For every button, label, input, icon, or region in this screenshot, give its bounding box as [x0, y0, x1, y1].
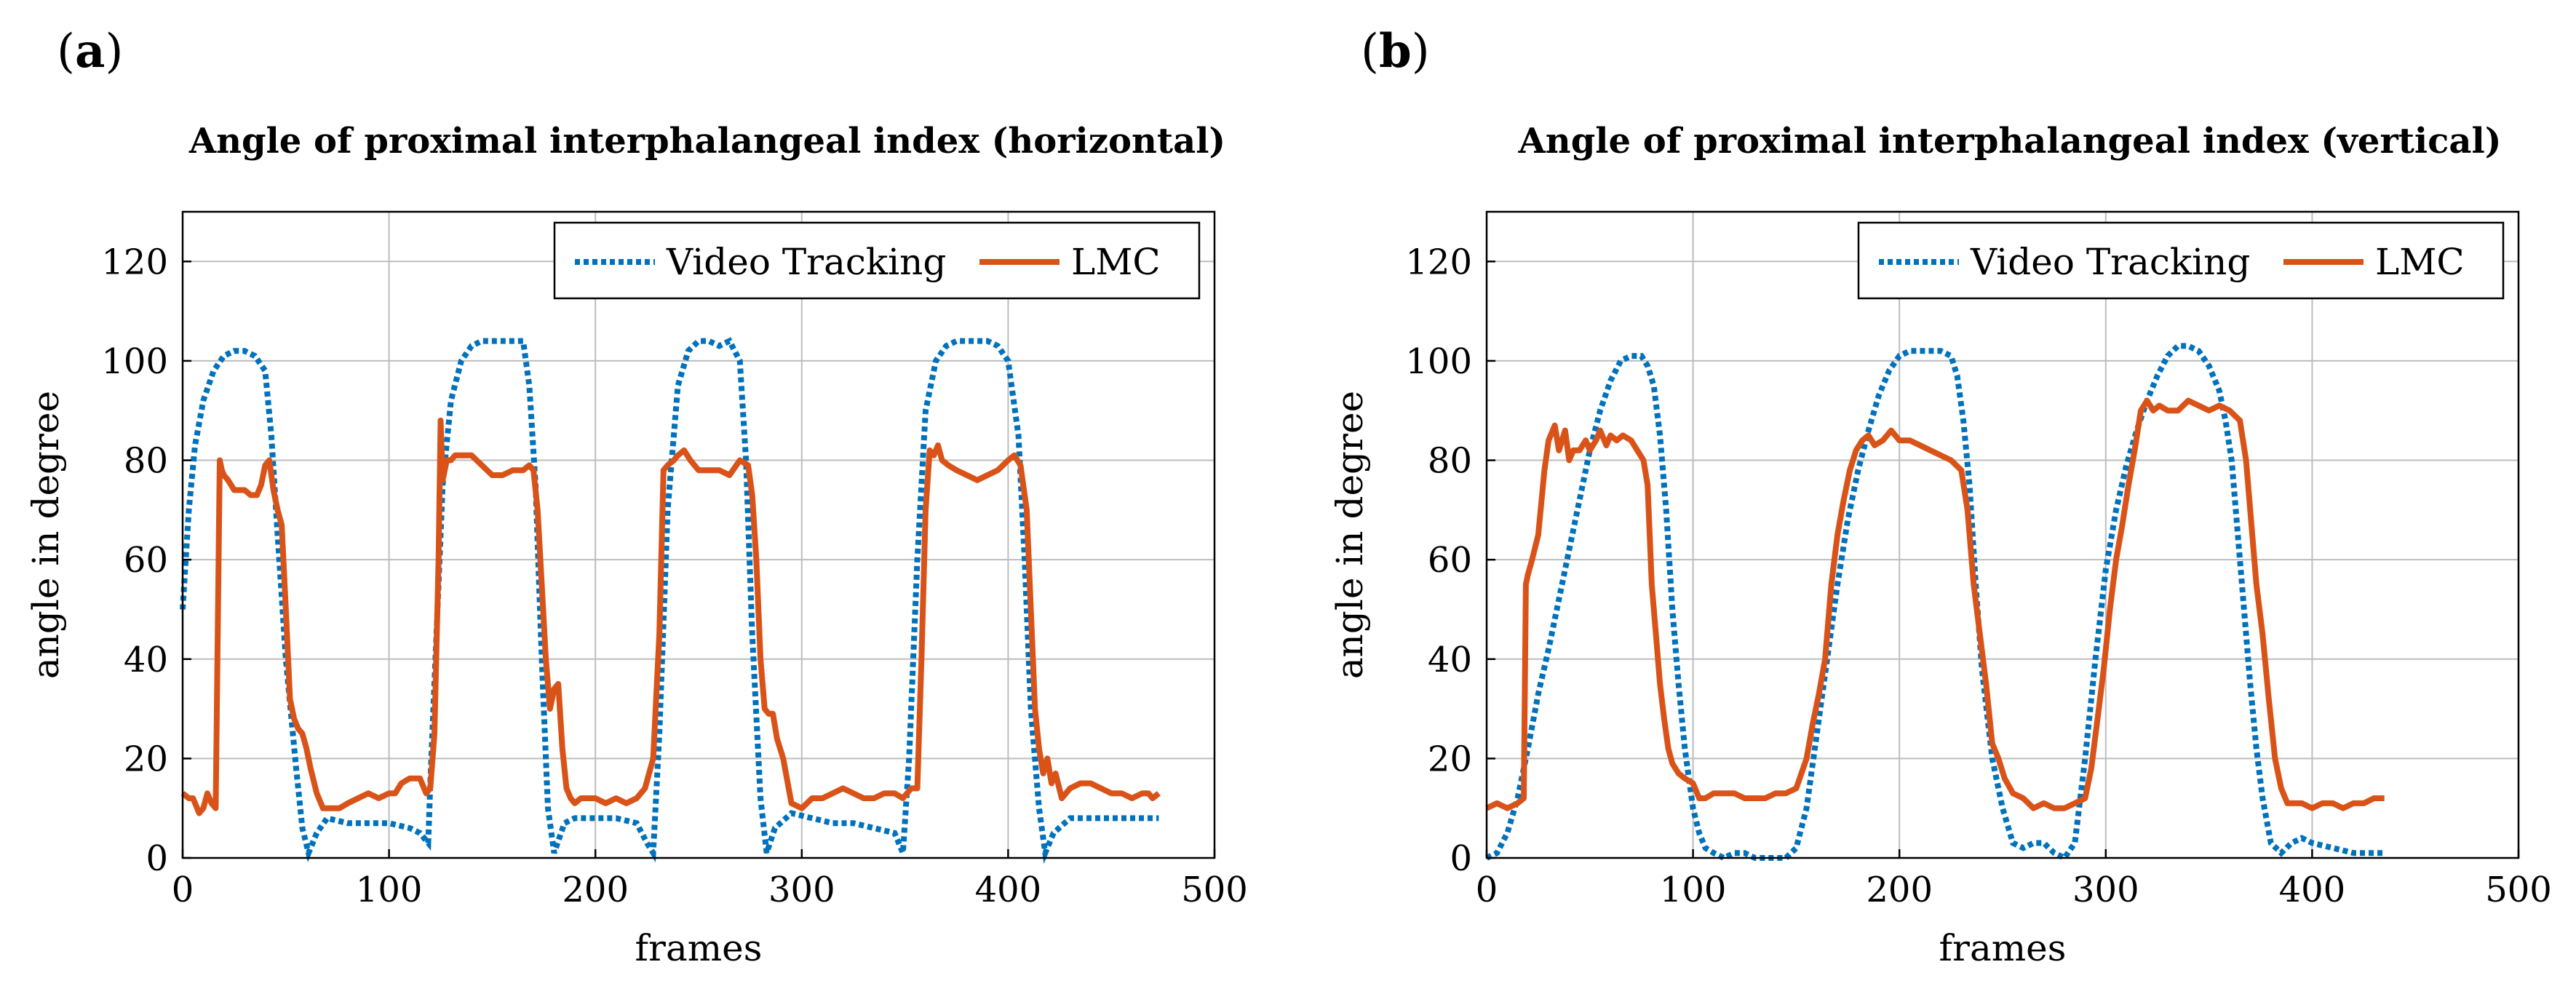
chart-a-xtick-label: 300 [768, 870, 835, 910]
panel-a: (a) Angle of proximal interphalangeal in… [25, 24, 1248, 969]
chart-a-ytick-label: 60 [124, 540, 168, 581]
chart-a-ytick-label: 20 [124, 739, 168, 779]
chart-a-series-video-tracking-line [180, 337, 1159, 864]
chart-b-series-lmc-line [1485, 397, 2385, 811]
chart-b-xtick-label: 400 [2279, 870, 2346, 910]
chart-a-axes-frame [181, 210, 1216, 859]
chart-b-legend-label-lmc: LMC [2375, 241, 2465, 283]
chart-b-ytick-label: 80 [1428, 441, 1472, 482]
chart-b-xtick-label: 300 [2072, 870, 2139, 910]
chart-b-ticks: 0 100 200 300 400 500 0 20 40 60 80 100 120 [1405, 242, 2551, 910]
chart-b-title: Angle of proximal interphalangeal index … [1518, 121, 2502, 162]
chart-a-xtick-label: 200 [562, 870, 629, 910]
chart-a-xlabel: frames [635, 927, 763, 969]
chart-b-legend-label-video-tracking: Video Tracking [1970, 241, 2250, 283]
chart-b-grid [1487, 212, 2519, 858]
chart-a-ytick-label: 40 [124, 640, 168, 680]
chart-a-ytick-label: 120 [101, 242, 168, 282]
chart-a-ytick-label: 0 [146, 838, 168, 879]
chart-a-series-lmc-line [180, 417, 1161, 816]
chart-b-legend-box [1857, 221, 2505, 300]
chart-a-xtick-label: 500 [1181, 870, 1248, 910]
chart-a-xtick-label: 0 [172, 870, 194, 910]
chart-a-grid [183, 212, 1215, 858]
chart-a-ticks: 0 100 200 300 400 500 0 20 40 60 80 100 120 [101, 242, 1247, 910]
chart-b-ylabel: angle in degree [1329, 391, 1371, 679]
chart-b-lines [1485, 343, 2385, 862]
chart-b-xtick-label: 500 [2485, 870, 2552, 910]
chart-b-xlabel: frames [1939, 927, 2067, 969]
chart-a-lines [180, 337, 1161, 864]
chart-b-ytick-label: 100 [1405, 341, 1472, 382]
chart-a-ytick-label: 100 [101, 341, 168, 382]
chart-b-axes-frame [1485, 210, 2520, 859]
chart-b-xtick-label: 200 [1866, 870, 1933, 910]
chart-b-ytick-label: 40 [1428, 640, 1472, 680]
chart-a-ytick-label: 80 [124, 441, 168, 482]
chart-a-legend-label-lmc: LMC [1071, 241, 1161, 283]
chart-a-legend-label-video-tracking: Video Tracking [666, 241, 946, 283]
chart-b-ytick-label: 0 [1450, 838, 1472, 879]
chart-a-ylabel: angle in degree [25, 391, 67, 679]
chart-b-xtick-label: 0 [1476, 870, 1498, 910]
chart-a-legend-box [553, 221, 1201, 300]
chart-a-xtick-label: 100 [356, 870, 423, 910]
panel-a-label: (a) [57, 24, 123, 79]
chart-a-title: Angle of proximal interphalangeal index … [188, 121, 1225, 162]
panel-b: (b) Angle of proximal interphalangeal in… [1329, 24, 2552, 969]
panel-b-label: (b) [1361, 24, 1430, 79]
chart-b-ytick-label: 120 [1405, 242, 1472, 282]
chart-b-series-video-tracking-line [1485, 343, 2385, 862]
chart-b-ytick-label: 20 [1428, 739, 1472, 779]
chart-b-xtick-label: 100 [1660, 870, 1727, 910]
chart-a-xtick-label: 400 [975, 870, 1042, 910]
chart-b-legend: Video Tracking LMC [1857, 221, 2505, 300]
chart-b-ytick-label: 60 [1428, 540, 1472, 581]
chart-a-legend: Video Tracking LMC [553, 221, 1201, 300]
